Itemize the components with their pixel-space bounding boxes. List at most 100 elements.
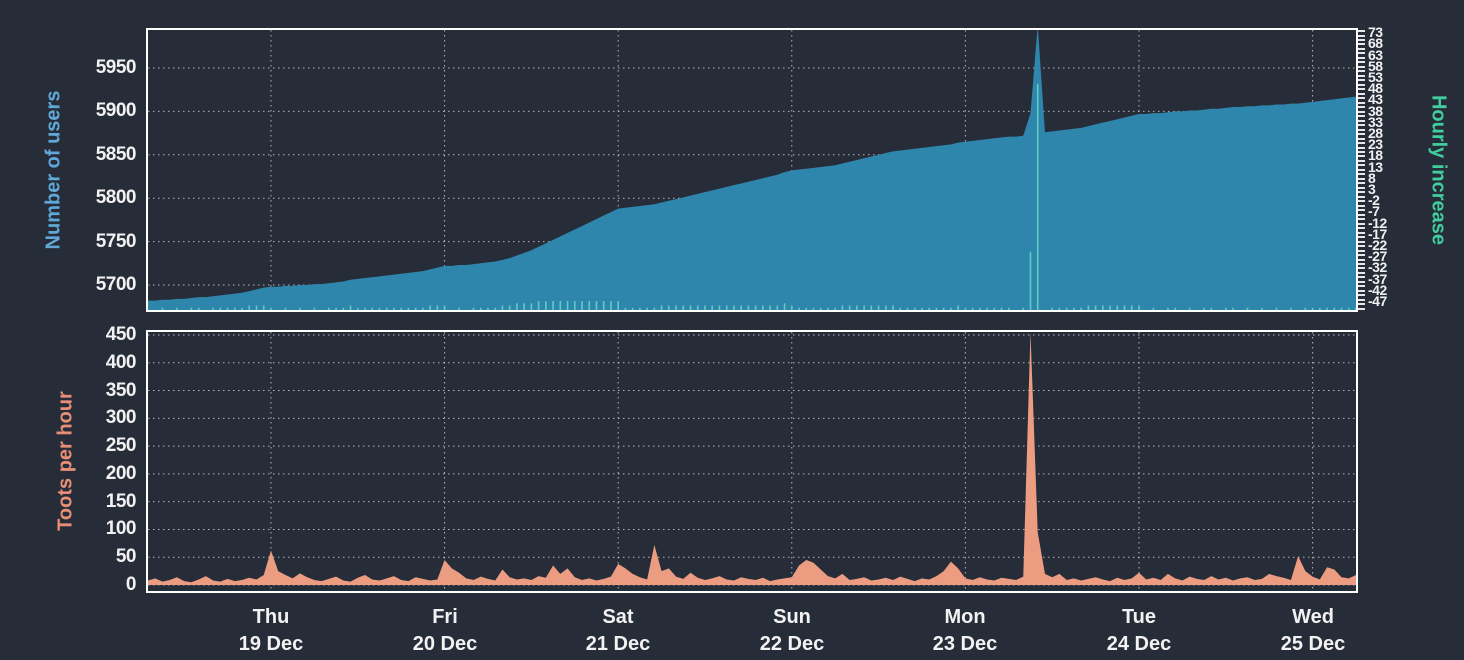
hourly-increase-bar bbox=[863, 305, 865, 310]
day-label-tue: Tue 24 Dec bbox=[1106, 606, 1172, 655]
hourly-increase-bar bbox=[566, 301, 569, 310]
hourly-increase-tick-mark bbox=[1358, 30, 1365, 32]
hourly-increase-ytick-label: 63 bbox=[1368, 46, 1383, 63]
hourly-increase-tick-mark bbox=[1358, 128, 1365, 131]
hourly-increase-tick-mark bbox=[1358, 249, 1365, 252]
hourly-increase-tick-mark bbox=[1358, 236, 1365, 239]
hourly-increase-axis-title: Hourly increase bbox=[1427, 94, 1450, 246]
hourly-increase-bar bbox=[1311, 307, 1314, 310]
hourly-increase-bar bbox=[682, 305, 685, 310]
toots-chart-panel bbox=[146, 330, 1358, 593]
hourly-increase-bar bbox=[226, 307, 229, 310]
hourly-increase-tick-mark bbox=[1358, 65, 1365, 68]
hourly-increase-ytick-label: -32 bbox=[1368, 259, 1387, 276]
hourly-increase-tick-mark bbox=[1358, 267, 1365, 270]
toots-chart-plot bbox=[148, 332, 1356, 591]
hourly-increase-bar bbox=[342, 307, 345, 310]
hourly-increase-tick-mark bbox=[1358, 280, 1365, 283]
hourly-increase-bar bbox=[356, 307, 359, 310]
hourly-increase-tick-mark bbox=[1358, 106, 1365, 109]
hourly-increase-bar bbox=[964, 307, 967, 310]
day-label-fri: Fri 20 Dec bbox=[412, 606, 478, 655]
users-ytick-label: 5900 bbox=[95, 100, 137, 122]
hourly-increase-bar bbox=[414, 307, 417, 310]
hourly-increase-bar bbox=[1210, 307, 1213, 310]
hourly-increase-bar bbox=[834, 307, 836, 310]
hourly-increase-tick-mark bbox=[1358, 271, 1365, 274]
hourly-increase-bar bbox=[610, 301, 612, 310]
hourly-increase-bar bbox=[248, 305, 251, 310]
hourly-increase-bar bbox=[762, 305, 764, 310]
hourly-increase-ytick-label: 73 bbox=[1368, 24, 1383, 41]
hourly-increase-ytick-label: 28 bbox=[1368, 125, 1383, 141]
hourly-increase-bar bbox=[1340, 307, 1343, 310]
hourly-increase-tick-mark bbox=[1358, 159, 1365, 162]
users-area-series bbox=[148, 30, 1356, 310]
hourly-increase-ytick-label: -12 bbox=[1368, 214, 1387, 231]
users-ytick-label: 5750 bbox=[95, 230, 137, 252]
hourly-increase-tick-mark bbox=[1358, 88, 1365, 91]
hourly-increase-bar bbox=[313, 307, 316, 310]
hourly-increase-tick-mark bbox=[1358, 56, 1365, 59]
hourly-increase-bar bbox=[877, 305, 880, 310]
hourly-increase-bar bbox=[979, 307, 981, 310]
hourly-increase-tick-mark bbox=[1358, 146, 1365, 149]
toots-ytick-label: 250 bbox=[105, 435, 137, 457]
hourly-increase-ytick-label: 18 bbox=[1368, 147, 1383, 164]
hourly-increase-bar bbox=[1109, 305, 1111, 310]
hourly-increase-bar bbox=[769, 305, 771, 310]
hourly-increase-bar bbox=[1174, 307, 1176, 310]
hourly-increase-tick-mark bbox=[1358, 182, 1365, 185]
hourly-increase-tick-mark bbox=[1358, 289, 1365, 292]
hourly-increase-bar bbox=[653, 307, 656, 310]
hourly-increase-tick-mark bbox=[1358, 97, 1365, 100]
hourly-increase-bar bbox=[234, 307, 236, 310]
hourly-increase-tick-mark bbox=[1358, 276, 1365, 279]
hourly-increase-bar bbox=[552, 301, 554, 310]
hourly-increase-tick-mark bbox=[1358, 52, 1365, 55]
hourly-increase-bar bbox=[393, 307, 395, 310]
hourly-increase-bar bbox=[1290, 307, 1292, 310]
hourly-increase-bar bbox=[400, 307, 402, 310]
hourly-increase-bar bbox=[1319, 307, 1321, 310]
hourly-increase-bar bbox=[812, 307, 815, 310]
hourly-increase-bar bbox=[508, 305, 511, 310]
hourly-increase-bar bbox=[1333, 307, 1336, 310]
hourly-increase-bar bbox=[255, 305, 258, 310]
hourly-increase-ytick-label: 58 bbox=[1368, 57, 1383, 74]
hourly-increase-bar bbox=[696, 305, 699, 310]
hourly-increase-bar bbox=[479, 307, 482, 310]
hourly-increase-bar bbox=[1065, 307, 1068, 310]
toots-ytick-label: 400 bbox=[105, 351, 137, 373]
hourly-increase-bar bbox=[711, 305, 714, 310]
hourly-increase-bar bbox=[364, 307, 366, 310]
hourly-increase-bar bbox=[747, 305, 750, 310]
hourly-increase-tick-mark bbox=[1358, 168, 1365, 171]
users-ytick-label: 5800 bbox=[95, 187, 137, 209]
hourly-increase-ytick-label: 68 bbox=[1368, 35, 1383, 52]
hourly-increase-bar bbox=[885, 305, 887, 310]
hourly-increase-ytick-label: -17 bbox=[1368, 225, 1387, 242]
hourly-increase-bar bbox=[1152, 307, 1155, 310]
hourly-increase-bar bbox=[595, 301, 598, 310]
hourly-increase-bar bbox=[725, 305, 728, 310]
day-label-sun: Sun 22 Dec bbox=[759, 606, 825, 655]
toots-ytick-label: 0 bbox=[125, 574, 137, 595]
hourly-increase-bar bbox=[1326, 307, 1328, 310]
hourly-increase-ytick-label: 48 bbox=[1368, 80, 1383, 97]
hourly-increase-tick-mark bbox=[1358, 294, 1365, 297]
hourly-increase-tick-mark bbox=[1358, 142, 1365, 144]
toots-ytick-label: 450 bbox=[105, 323, 137, 345]
day-label-thu: Thu 19 Dec bbox=[238, 606, 304, 655]
users-chart-panel bbox=[146, 28, 1358, 312]
hourly-increase-bar bbox=[429, 305, 431, 310]
hourly-increase-bar bbox=[993, 307, 996, 310]
hourly-increase-bar bbox=[262, 305, 265, 310]
day-label-sat: Sat 21 Dec bbox=[585, 606, 651, 655]
hourly-increase-bar bbox=[1203, 307, 1205, 310]
hourly-increase-bar bbox=[212, 307, 214, 310]
hourly-increase-bar bbox=[1022, 307, 1025, 310]
hourly-increase-tick-mark bbox=[1358, 200, 1365, 203]
hourly-increase-bar bbox=[1102, 305, 1104, 310]
hourly-increase-bar bbox=[1188, 307, 1191, 310]
